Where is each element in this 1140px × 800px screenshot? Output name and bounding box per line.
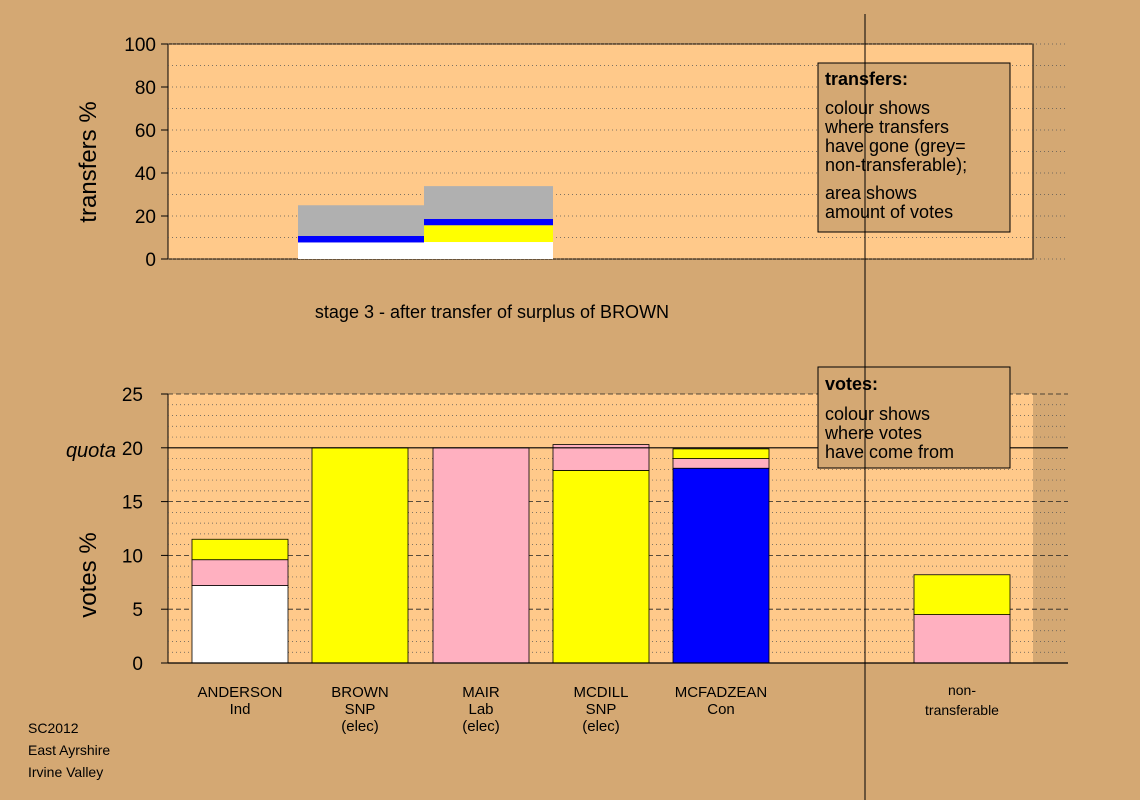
votes-tick-label: 25 <box>122 385 143 406</box>
votes-tick-label: 20 <box>122 439 143 460</box>
candidate-label: (elec) <box>341 718 379 735</box>
candidate-bar-segment <box>191 559 289 586</box>
transfers-legend-line: have gone (grey= <box>825 136 966 156</box>
candidate-bar-segment <box>552 444 650 471</box>
candidate-label: MCFADZEAN <box>675 684 768 701</box>
votes-tick-label: 5 <box>132 600 143 621</box>
candidate-label: (elec) <box>582 718 620 735</box>
transfers-tick-label: 0 <box>145 250 156 271</box>
votes-legend-line: where votes <box>824 423 922 443</box>
transfers-legend-box <box>817 62 1011 233</box>
votes-tick-label: 15 <box>122 493 143 514</box>
votes-axis-label: votes % <box>75 532 102 617</box>
transfers-axis-label: transfers % <box>75 101 102 222</box>
candidate-label: ANDERSON <box>197 684 282 701</box>
candidate-label: BROWN <box>331 684 389 701</box>
votes-legend-line: have come from <box>825 442 954 462</box>
footer-election: SC2012 <box>28 720 79 736</box>
transfers-legend-line: area shows <box>825 183 917 203</box>
transfer-segment <box>298 205 424 236</box>
transfer-segment <box>424 186 553 220</box>
transfers-legend-line: where transfers <box>824 117 949 137</box>
votes-legend-line: colour shows <box>825 404 930 424</box>
candidate-bar-segment <box>552 469 650 664</box>
nontransferable-bar-segment <box>913 614 1011 664</box>
transfers-tick-label: 20 <box>135 207 156 228</box>
candidate-bar-segment <box>311 447 409 664</box>
candidate-label: SNP <box>345 701 376 718</box>
candidate-label: (elec) <box>462 718 500 735</box>
footer: SC2012 East Ayrshire Irvine Valley <box>28 717 110 783</box>
transfers-tick-label: 40 <box>135 164 156 185</box>
transfers-legend-title: transfers: <box>825 69 908 89</box>
candidate-bar-segment <box>672 467 770 664</box>
candidate-bar-segment <box>191 538 289 561</box>
transfers-legend-line: amount of votes <box>825 202 953 222</box>
transfers-legend-line: colour shows <box>825 98 930 118</box>
votes-legend-title: votes: <box>825 374 878 394</box>
votes-legend-box <box>817 366 1011 469</box>
transfers-legend-line: non-transferable); <box>825 155 967 175</box>
candidate-bar-segment <box>191 585 289 664</box>
candidate-bar-segment <box>672 458 770 469</box>
transfers-tick-label: 60 <box>135 121 156 142</box>
nontransferable-label: transferable <box>925 702 999 718</box>
candidate-bar-segment <box>672 448 770 459</box>
candidate-label: MCDILL <box>573 684 628 701</box>
candidate-label: Ind <box>230 701 251 718</box>
nontransferable-label: non- <box>948 682 976 698</box>
candidate-label: Con <box>707 701 735 718</box>
candidate-label: MAIR <box>462 684 500 701</box>
footer-council: East Ayrshire <box>28 742 111 758</box>
transfer-segment <box>298 235 424 243</box>
candidate-label: SNP <box>586 701 617 718</box>
candidate-label: Lab <box>468 701 493 718</box>
candidate-bar-segment <box>432 447 530 664</box>
footer-ward: Irvine Valley <box>28 764 104 780</box>
transfer-segment <box>298 242 424 259</box>
transfer-segment <box>424 225 553 243</box>
stage-subtitle: stage 3 - after transfer of surplus of B… <box>315 302 669 322</box>
transfers-tick-label: 100 <box>124 35 156 56</box>
transfer-segment <box>424 242 553 259</box>
votes-tick-label: 0 <box>132 654 143 675</box>
nontransferable-bar-segment <box>913 574 1011 615</box>
quota-label: quota <box>66 440 116 462</box>
transfers-tick-label: 80 <box>135 78 156 99</box>
transfer-segment <box>424 219 553 226</box>
votes-tick-label: 10 <box>122 546 143 567</box>
